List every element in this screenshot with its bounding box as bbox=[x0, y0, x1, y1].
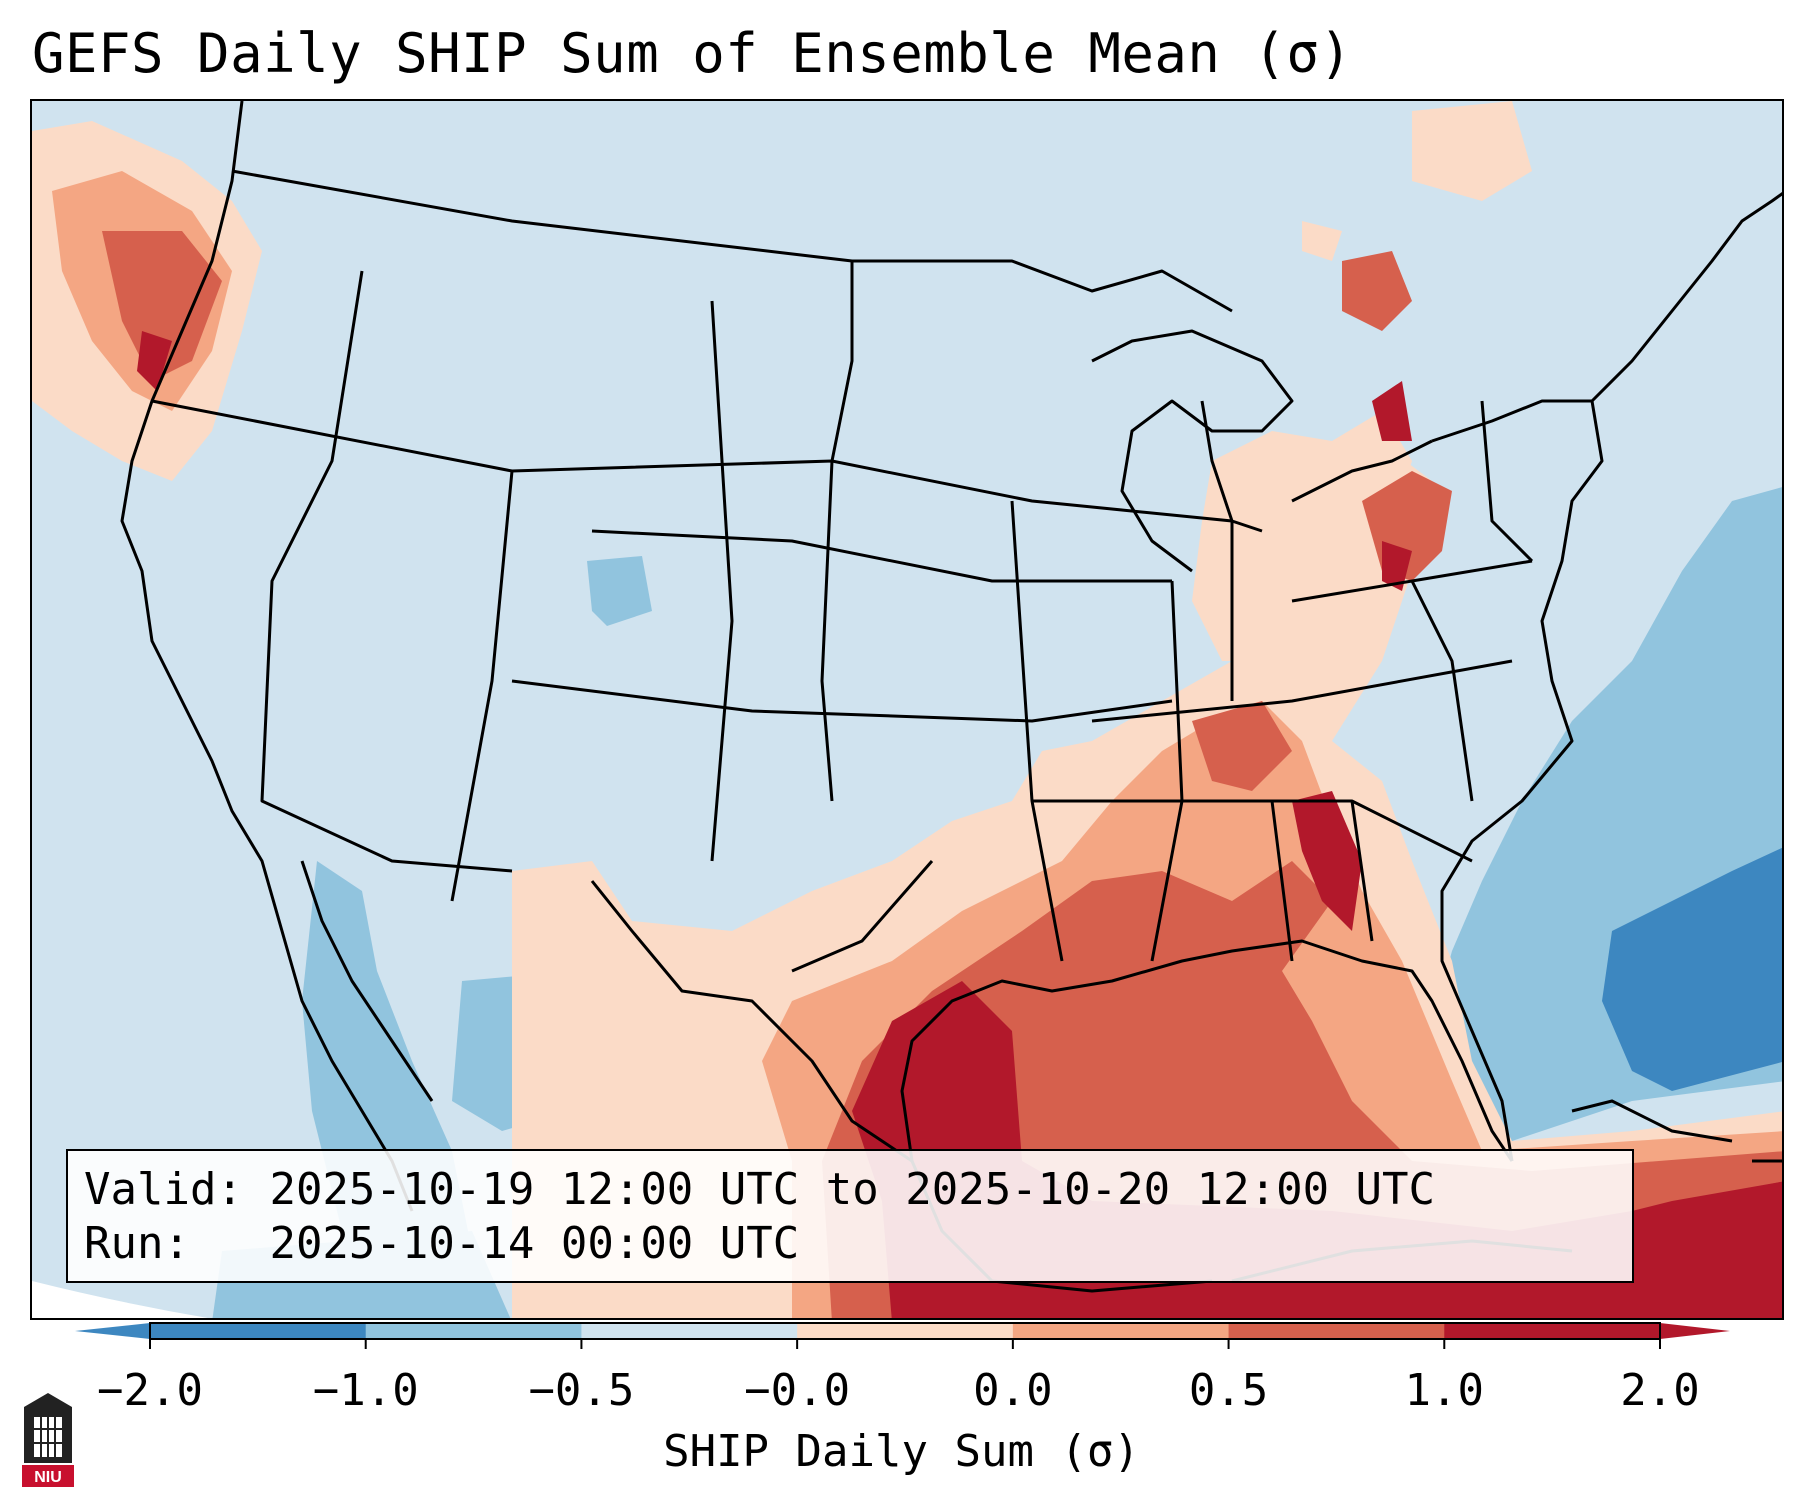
colorbar-tick-label: 0.5 bbox=[1188, 1365, 1269, 1416]
atlantic-strong-negative bbox=[1602, 847, 1782, 1091]
svg-text:NIU: NIU bbox=[34, 1469, 62, 1486]
east-coastline bbox=[1431, 399, 1604, 1162]
colorbar-left-extend bbox=[75, 1323, 150, 1339]
run-label: Run: bbox=[84, 1218, 190, 1269]
colorbar-tick-label: −0.0 bbox=[744, 1365, 851, 1416]
outside-domain bbox=[32, 1281, 208, 1318]
colorbar-segment bbox=[1444, 1323, 1661, 1339]
west-coastline bbox=[120, 101, 414, 1212]
colorbar-segment bbox=[150, 1323, 367, 1339]
colorbar-right-extend bbox=[1660, 1323, 1730, 1339]
valid-value: 2025-10-19 12:00 UTC to 2025-10-20 12:00… bbox=[269, 1164, 1436, 1215]
colorbar-segment bbox=[1012, 1323, 1230, 1339]
colorbar-segment bbox=[1228, 1323, 1445, 1339]
colorbar-segment bbox=[797, 1323, 1014, 1339]
run-value: 2025-10-14 00:00 UTC bbox=[269, 1218, 800, 1269]
valid-label: Valid: bbox=[84, 1164, 243, 1215]
map-title: GEFS Daily SHIP Sum of Ensemble Mean (σ) bbox=[32, 22, 1353, 85]
coastline-and-borders bbox=[120, 101, 1782, 1293]
colorbar-tick-label: 1.0 bbox=[1404, 1365, 1485, 1416]
validity-info-box: Valid: 2025-10-19 12:00 UTC to 2025-10-2… bbox=[66, 1149, 1634, 1283]
ontario-positive bbox=[1342, 251, 1412, 331]
pacific-nw-moderate-positive bbox=[102, 231, 222, 381]
colorado-negative-patch bbox=[587, 556, 652, 626]
colorbar-tick-label: −2.0 bbox=[97, 1365, 203, 1416]
colorbar-tick-label: 2.0 bbox=[1620, 1365, 1700, 1416]
colorbar-label: SHIP Daily Sum (σ) bbox=[663, 1426, 1140, 1477]
niu-logo: NIU bbox=[20, 1393, 76, 1489]
alabama-strong-positive bbox=[1292, 791, 1362, 931]
colorbar-tick-label: −1.0 bbox=[312, 1365, 419, 1416]
map-graphic bbox=[32, 101, 1782, 1318]
ohio-valley-light-positive bbox=[1192, 411, 1412, 661]
map-panel bbox=[30, 99, 1784, 1320]
colorbar-tick-label: −0.5 bbox=[528, 1365, 635, 1416]
colorbar-tick-label: 0.0 bbox=[973, 1365, 1053, 1416]
colorbar-segment bbox=[581, 1323, 798, 1339]
colorbar-segment bbox=[365, 1323, 582, 1339]
colorbar-outline bbox=[149, 1322, 1661, 1340]
